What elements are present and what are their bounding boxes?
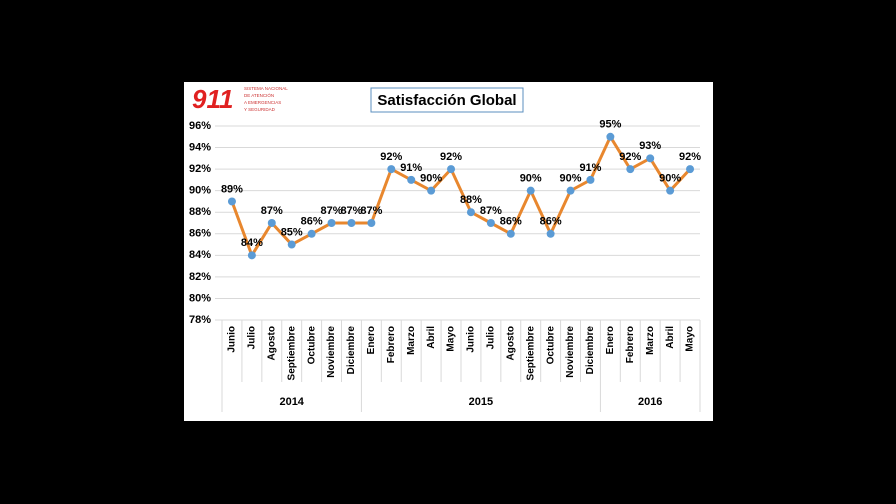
chart-background bbox=[184, 82, 713, 421]
marker bbox=[267, 219, 276, 227]
marker bbox=[566, 186, 575, 195]
x-tick-label: Abril bbox=[426, 326, 437, 349]
marker bbox=[586, 175, 595, 184]
marker bbox=[686, 165, 695, 174]
value-label: 84% bbox=[241, 237, 263, 249]
value-label: 86% bbox=[301, 216, 323, 228]
y-tick-label: 94% bbox=[189, 141, 211, 153]
x-tick-label: Febrero bbox=[386, 326, 397, 363]
x-tick-label: Octubre bbox=[545, 326, 556, 365]
x-tick-label: Marzo bbox=[406, 326, 417, 355]
x-tick-label: Febrero bbox=[625, 326, 636, 363]
marker bbox=[307, 229, 316, 238]
value-label: 90% bbox=[659, 173, 681, 185]
value-label: 86% bbox=[540, 216, 562, 228]
value-label: 87% bbox=[321, 205, 343, 217]
x-tick-label: Enero bbox=[605, 326, 616, 354]
marker bbox=[327, 219, 336, 227]
marker bbox=[447, 165, 456, 174]
value-label: 87% bbox=[360, 205, 382, 217]
logo-mark: 911 bbox=[192, 84, 233, 114]
value-label: 90% bbox=[520, 173, 542, 185]
x-tick-label: Noviembre bbox=[326, 326, 337, 378]
x-tick-label: Agosto bbox=[505, 326, 516, 360]
marker bbox=[626, 165, 635, 174]
marker bbox=[666, 186, 675, 195]
y-tick-label: 80% bbox=[189, 292, 211, 304]
logo-line: SISTEMA NACIONAL bbox=[244, 86, 288, 91]
x-tick-label: Julio bbox=[247, 326, 258, 349]
value-label: 92% bbox=[380, 151, 402, 163]
x-tick-label: Junio bbox=[466, 326, 477, 353]
logo-line: Y SEGURIDAD bbox=[244, 107, 276, 112]
group-label: 2015 bbox=[469, 396, 493, 408]
x-tick-label: Enero bbox=[366, 326, 377, 354]
value-label: 87% bbox=[340, 205, 362, 217]
plot: 78% 80% 82% 84% 86% 88% 90% 92% 94% 96% Junio Julio… bbox=[189, 119, 701, 412]
marker bbox=[486, 219, 495, 227]
value-label: 88% bbox=[460, 194, 482, 206]
value-label: 89% bbox=[221, 183, 243, 195]
marker bbox=[407, 175, 416, 184]
y-tick-label: 78% bbox=[189, 314, 211, 326]
y-tick-label: 90% bbox=[189, 185, 211, 197]
x-tick-label: Junio bbox=[227, 326, 238, 353]
x-tick-label: Mayo bbox=[685, 326, 696, 352]
value-label: 90% bbox=[560, 173, 582, 185]
x-tick-label: Octubre bbox=[306, 326, 317, 365]
title-box bbox=[370, 87, 524, 113]
value-label: 92% bbox=[440, 151, 462, 163]
x-tick-label: Julio bbox=[486, 326, 497, 349]
marker bbox=[367, 219, 376, 227]
x-tick-label: Septiembre bbox=[286, 326, 297, 381]
marker bbox=[606, 132, 615, 141]
value-label: 87% bbox=[261, 205, 283, 217]
logo-line: DE ATENCIÓN bbox=[244, 92, 274, 98]
y-tick-label: 84% bbox=[189, 249, 211, 261]
marker bbox=[227, 197, 236, 206]
marker bbox=[387, 165, 396, 174]
value-label: 91% bbox=[400, 162, 422, 174]
x-tick-label: Diciembre bbox=[585, 326, 596, 375]
y-tick-label: 82% bbox=[189, 271, 211, 283]
x-tick-label: Septiembre bbox=[525, 326, 536, 381]
x-tick-label: Agosto bbox=[266, 326, 277, 360]
value-label: 87% bbox=[480, 205, 502, 217]
group-label: 2014 bbox=[279, 396, 304, 408]
logo-line: A EMERGENCIAS bbox=[244, 100, 281, 105]
group-label: 2016 bbox=[638, 396, 662, 408]
y-tick-label: 92% bbox=[189, 163, 211, 175]
value-label: 92% bbox=[679, 151, 701, 163]
marker bbox=[247, 251, 256, 260]
value-label: 90% bbox=[420, 173, 442, 185]
x-tick-label: Abril bbox=[665, 326, 676, 349]
marker bbox=[466, 208, 475, 217]
marker bbox=[646, 154, 655, 163]
x-tick-label: Diciembre bbox=[346, 326, 357, 375]
marker bbox=[427, 186, 436, 195]
value-label: 93% bbox=[639, 140, 661, 152]
y-tick-label: 96% bbox=[189, 120, 211, 132]
x-tick-label: Mayo bbox=[446, 326, 457, 352]
marker bbox=[347, 219, 356, 227]
value-label: 86% bbox=[500, 216, 522, 228]
logo: 911 SISTEMA NACIONAL DE ATENCIÓN A EMERG… bbox=[192, 84, 288, 114]
x-tick-label: Marzo bbox=[645, 326, 656, 355]
value-label: 91% bbox=[579, 162, 601, 174]
chart-title: Satisfacción Global bbox=[377, 92, 516, 109]
marker bbox=[506, 229, 515, 238]
y-tick-label: 88% bbox=[189, 206, 211, 218]
value-label: 85% bbox=[281, 226, 303, 238]
marker bbox=[287, 240, 296, 249]
value-label: 92% bbox=[619, 151, 641, 163]
marker bbox=[546, 229, 555, 238]
value-label: 95% bbox=[599, 119, 621, 131]
marker bbox=[526, 186, 535, 195]
y-tick-label: 86% bbox=[189, 228, 211, 240]
x-tick-label: Noviembre bbox=[565, 326, 576, 378]
